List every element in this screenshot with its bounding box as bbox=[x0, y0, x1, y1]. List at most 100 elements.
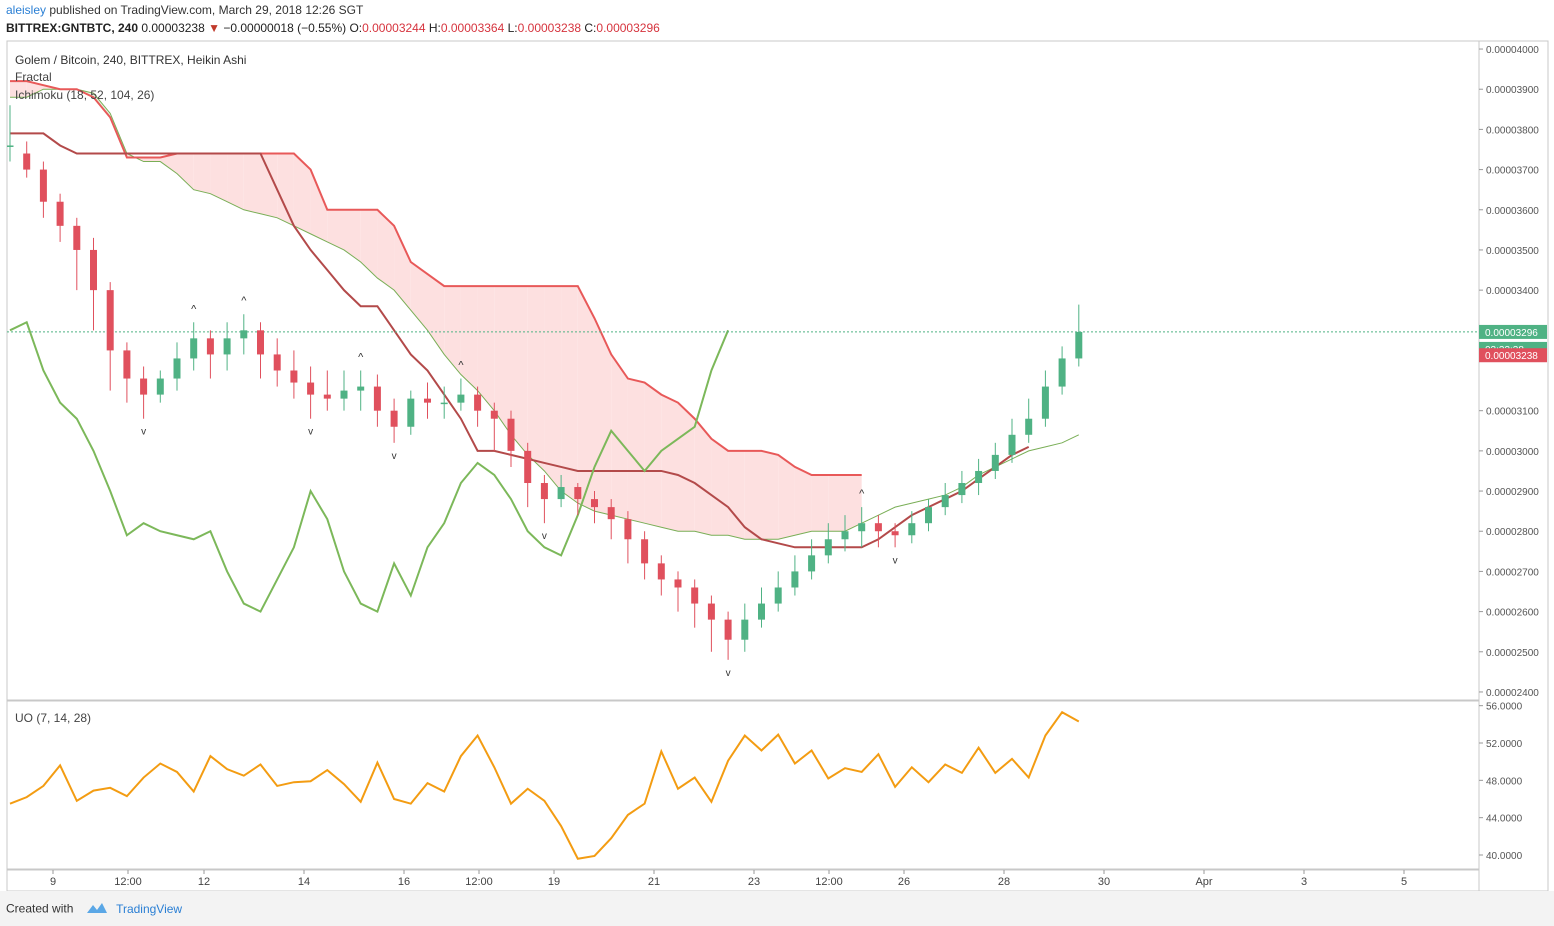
candle-body bbox=[1058, 358, 1066, 387]
open-label: O: bbox=[349, 21, 363, 35]
cloud-segment bbox=[394, 225, 411, 311]
candle-body bbox=[824, 539, 832, 556]
candle-body bbox=[390, 410, 398, 427]
price-tick-label: 0.00003100 bbox=[1486, 407, 1539, 418]
cloud-segment bbox=[577, 286, 595, 512]
price-tick-label: 0.00002700 bbox=[1486, 567, 1539, 578]
candle-body bbox=[707, 603, 715, 620]
publish-info: published on TradingView.com, March 29, … bbox=[49, 3, 364, 17]
cloud-segment bbox=[644, 382, 662, 528]
time-tick-label: 21 bbox=[648, 876, 660, 888]
fractal-down-icon: v bbox=[542, 531, 547, 542]
candle-body bbox=[540, 483, 548, 500]
cloud-segment bbox=[193, 153, 211, 194]
cloud-segment bbox=[794, 466, 812, 536]
cloud-segment bbox=[143, 157, 161, 162]
price-tick-label: 0.00002800 bbox=[1486, 527, 1539, 538]
tradingview-link[interactable]: TradingView bbox=[116, 901, 183, 916]
senkou-span-a-line bbox=[10, 88, 1080, 540]
price-pane bbox=[6, 40, 1480, 701]
price-tick-label: 0.00002500 bbox=[1486, 648, 1539, 659]
price-tick-label: 0.00003900 bbox=[1486, 85, 1539, 96]
cloud-segment bbox=[210, 153, 228, 202]
price-tick-label: 0.00003000 bbox=[1486, 447, 1539, 458]
candle-body bbox=[73, 225, 81, 250]
candle-body bbox=[958, 483, 966, 496]
candle-body bbox=[841, 531, 849, 540]
senkou-span-b-line bbox=[10, 80, 862, 476]
time-tick-label: 12:00 bbox=[815, 876, 843, 888]
fractal-up-icon: ^ bbox=[241, 295, 247, 307]
footer: Created with TradingView bbox=[6, 901, 182, 918]
time-tick-label: 30 bbox=[1098, 876, 1110, 888]
candle-body bbox=[557, 487, 565, 500]
candle-body bbox=[607, 507, 615, 520]
cloud-segment bbox=[177, 153, 194, 190]
time-tick-label: 12:00 bbox=[465, 876, 493, 888]
time-tick-label: 9 bbox=[50, 876, 56, 888]
cloud-segment bbox=[594, 318, 612, 516]
fractal-legend[interactable]: Fractal bbox=[15, 70, 52, 84]
candle-body bbox=[424, 398, 431, 403]
candle-body bbox=[591, 499, 598, 508]
candle-body bbox=[524, 450, 532, 484]
candle-body bbox=[1041, 386, 1049, 419]
candle-body bbox=[290, 370, 298, 383]
cloud-segment bbox=[427, 274, 445, 355]
cloud-segment bbox=[511, 286, 528, 455]
candle-body bbox=[173, 358, 181, 379]
candle-body bbox=[1008, 434, 1016, 455]
candle-body bbox=[975, 470, 983, 484]
uo-tick-label: 52.0000 bbox=[1486, 739, 1523, 750]
cloud-segment bbox=[327, 209, 344, 250]
candle-body bbox=[1025, 418, 1033, 435]
cloud-segment bbox=[460, 286, 478, 391]
price-tick-label: 0.00002400 bbox=[1486, 688, 1539, 699]
price-tick-label: 0.00003800 bbox=[1486, 125, 1539, 136]
cloud-segment bbox=[243, 153, 261, 214]
time-tick-label: 14 bbox=[298, 876, 310, 888]
fractal-down-icon: v bbox=[726, 668, 731, 679]
author-link[interactable]: aleisley bbox=[6, 3, 47, 17]
cloud-segment bbox=[627, 378, 645, 524]
candle-body bbox=[991, 454, 999, 471]
price-tick-label: 0.00002600 bbox=[1486, 608, 1539, 619]
cloud-segment bbox=[160, 153, 177, 174]
candle-body bbox=[624, 519, 632, 540]
cloud-segment bbox=[828, 474, 845, 532]
main-series-title[interactable]: Golem / Bitcoin, 240, BITTREX, Heikin As… bbox=[15, 53, 247, 67]
candle-body bbox=[774, 587, 782, 604]
chikou-line bbox=[9, 320, 730, 613]
cloud-segment bbox=[310, 169, 328, 242]
publish-bar: aleisley published on TradingView.com, M… bbox=[6, 3, 363, 17]
candle-body bbox=[908, 523, 916, 536]
last-price-tag: 0.00003296 bbox=[1485, 328, 1538, 339]
fractal-down-icon: v bbox=[392, 451, 397, 462]
candle-body bbox=[273, 354, 281, 371]
uo-tick-label: 56.0000 bbox=[1486, 702, 1523, 713]
time-tick-label: 26 bbox=[898, 876, 910, 888]
uo-legend[interactable]: UO (7, 14, 28) bbox=[15, 711, 92, 725]
candle-body bbox=[323, 394, 331, 399]
kijun-line bbox=[10, 132, 1030, 549]
cloud-segment bbox=[678, 402, 695, 532]
last-price-tag-bg bbox=[1479, 324, 1547, 339]
fractal-up-icon: ^ bbox=[458, 360, 464, 372]
candle-body bbox=[156, 378, 164, 395]
cloud-segment bbox=[661, 394, 678, 532]
candle-body bbox=[791, 571, 799, 588]
price-tick-label: 0.00003600 bbox=[1486, 206, 1539, 217]
symbol-label: BITTREX:GNTBTC, 240 bbox=[6, 21, 139, 35]
candle-body bbox=[23, 153, 31, 170]
cloud-segment bbox=[761, 450, 779, 540]
cloud-segment bbox=[277, 153, 294, 226]
candle-body bbox=[240, 330, 248, 339]
ichimoku-legend[interactable]: Ichimoku (18, 52, 104, 26) bbox=[15, 88, 155, 102]
close-label: C: bbox=[584, 21, 597, 35]
time-tick-label: 5 bbox=[1401, 876, 1407, 888]
fractal-down-icon: v bbox=[308, 427, 313, 438]
last-price: 0.00003238 bbox=[141, 21, 205, 35]
candle-body bbox=[657, 563, 665, 580]
candle-body bbox=[891, 531, 899, 536]
